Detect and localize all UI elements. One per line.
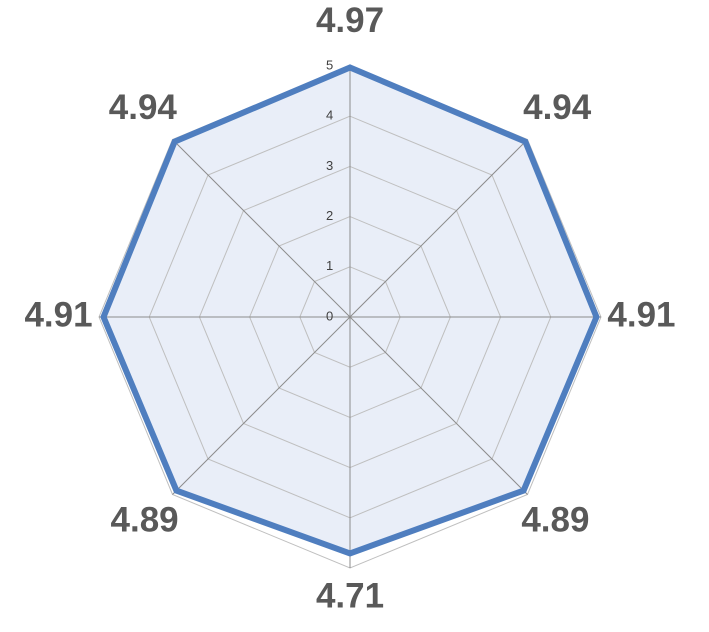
r-tick-label: 1	[326, 258, 333, 273]
spoke	[349, 316, 528, 495]
data-label: 4.91	[607, 295, 675, 334]
spoke	[172, 139, 351, 318]
data-label: 4.89	[521, 501, 589, 540]
r-tick-label: 4	[326, 108, 333, 123]
data-label: 4.91	[24, 295, 92, 334]
data-label: 4.94	[109, 88, 178, 127]
r-tick-label: 3	[326, 158, 333, 173]
r-tick-label: 2	[326, 208, 333, 223]
data-label: 4.71	[316, 577, 384, 616]
r-tick-label: 5	[326, 57, 333, 72]
r-tick-label: 0	[326, 308, 333, 323]
data-label: 4.89	[111, 501, 179, 540]
spoke	[349, 139, 528, 318]
radar-line	[100, 64, 600, 557]
data-label: 4.97	[316, 1, 384, 40]
data-label: 4.94	[523, 88, 592, 127]
spoke	[172, 316, 351, 495]
